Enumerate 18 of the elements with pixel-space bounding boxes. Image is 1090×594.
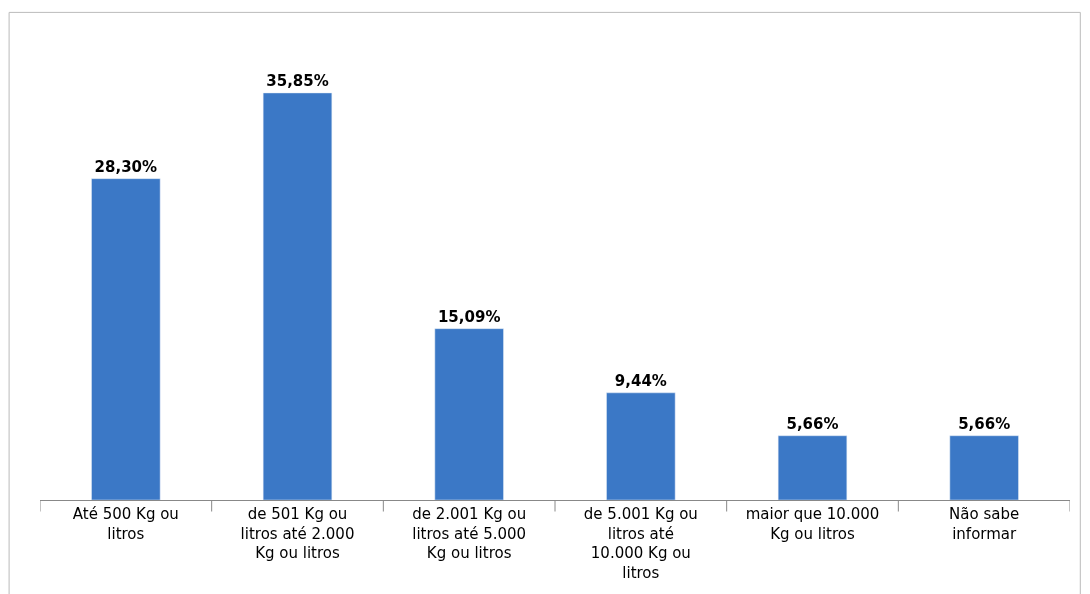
bar xyxy=(434,328,504,500)
data-label: 28,30% xyxy=(94,157,158,176)
x-tick-label: de 5.001 Kg ou litros até 10.000 Kg ou litros xyxy=(583,505,698,582)
x-tick-label: Não sabe informar xyxy=(949,505,1020,543)
bar xyxy=(262,92,333,500)
bar xyxy=(777,435,848,500)
bar xyxy=(606,392,676,500)
bar xyxy=(91,178,161,500)
data-label: 35,85% xyxy=(266,71,329,90)
bar xyxy=(949,435,1019,500)
x-tick-label: maior que 10.000 Kg ou litros xyxy=(745,505,880,543)
data-label: 5,66% xyxy=(958,414,1011,433)
data-label: 5,66% xyxy=(786,414,839,433)
x-tick-label: de 501 Kg ou litros até 2.000 Kg ou litros xyxy=(240,505,355,562)
x-tick-label: Até 500 Kg ou litros xyxy=(72,505,179,543)
x-tick-label: de 2.001 Kg ou litros até 5.000 Kg ou litros xyxy=(412,505,527,562)
data-label: 15,09% xyxy=(437,307,501,326)
data-label: 9,44% xyxy=(614,371,667,390)
